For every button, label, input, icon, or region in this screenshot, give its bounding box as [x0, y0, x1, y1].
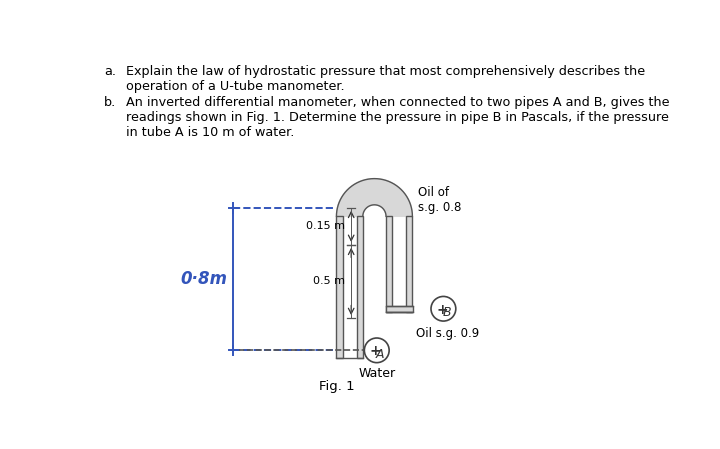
Text: Water: Water — [358, 367, 395, 380]
Text: Fig. 1: Fig. 1 — [319, 379, 354, 392]
Bar — [356, 216, 363, 358]
Text: 0.5 m: 0.5 m — [313, 277, 345, 286]
Text: 0.15 m: 0.15 m — [306, 221, 345, 231]
Bar — [406, 216, 413, 312]
Bar — [386, 306, 413, 312]
Circle shape — [431, 296, 456, 321]
Circle shape — [364, 338, 389, 363]
Text: A: A — [376, 348, 384, 361]
Polygon shape — [336, 179, 413, 216]
Text: a.: a. — [104, 65, 116, 78]
Text: B: B — [443, 306, 451, 319]
Text: +: + — [369, 344, 381, 358]
Bar — [336, 216, 343, 358]
Text: +: + — [436, 303, 448, 317]
Text: 0·8m: 0·8m — [180, 270, 228, 288]
Text: Explain the law of hydrostatic pressure that most comprehensively describes the
: Explain the law of hydrostatic pressure … — [126, 65, 645, 92]
Text: An inverted differential manometer, when connected to two pipes A and B, gives t: An inverted differential manometer, when… — [126, 96, 669, 139]
Text: Oil of
s.g. 0.8: Oil of s.g. 0.8 — [418, 186, 462, 214]
Bar — [386, 216, 392, 312]
Text: Oil s.g. 0.9: Oil s.g. 0.9 — [415, 327, 479, 340]
Text: b.: b. — [104, 96, 116, 109]
